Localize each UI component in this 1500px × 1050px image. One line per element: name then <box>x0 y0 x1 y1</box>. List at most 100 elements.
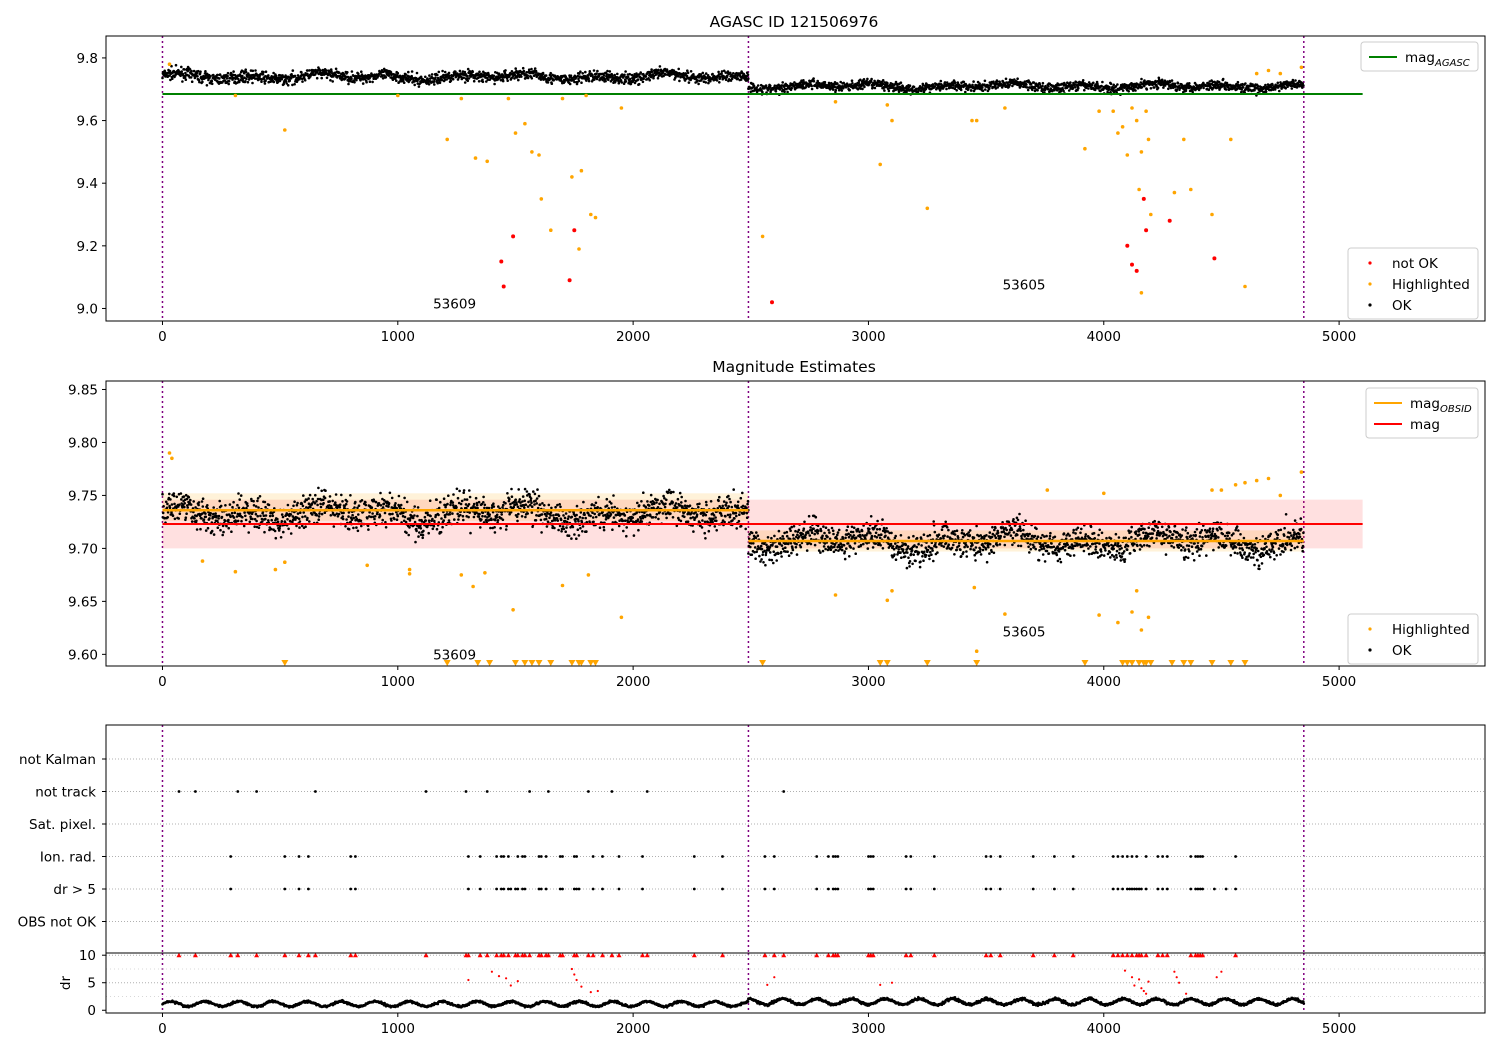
top-legend-lower-box <box>1347 247 1479 320</box>
ok-point <box>863 85 866 89</box>
ok-point <box>819 551 822 554</box>
ok-point <box>219 504 223 508</box>
ok-point <box>217 517 220 520</box>
ok-point <box>449 503 452 507</box>
ok-point <box>782 537 785 541</box>
ok-point <box>544 74 548 77</box>
ok-point <box>259 514 262 518</box>
ok-point <box>448 74 451 78</box>
ok-point <box>424 519 428 522</box>
ok-point <box>338 505 342 509</box>
ok-point <box>661 512 665 515</box>
ok-point <box>534 499 537 503</box>
ok-point <box>333 513 337 517</box>
ok-point <box>466 79 470 83</box>
ok-point <box>279 536 283 539</box>
ok-point <box>271 514 275 518</box>
ok-point <box>605 504 609 508</box>
ok-point <box>525 71 528 74</box>
ok-point <box>729 500 732 504</box>
ok-point <box>684 72 688 75</box>
ok-point <box>1087 81 1091 84</box>
ok-point <box>608 70 612 73</box>
ok-point <box>1032 81 1036 84</box>
ok-point <box>624 80 628 83</box>
ok-point <box>707 81 710 85</box>
highlighted-point <box>1139 150 1144 154</box>
highlighted-point <box>1134 118 1139 123</box>
ok-point <box>311 497 315 501</box>
ok-point <box>840 545 844 549</box>
ok-point <box>732 72 735 75</box>
ok-point <box>704 537 707 540</box>
ok-point <box>1077 86 1080 90</box>
ok-point <box>356 506 359 510</box>
ok-point <box>679 519 683 523</box>
ok-point <box>303 79 307 82</box>
ok-point <box>809 542 813 546</box>
ok-point <box>546 520 550 523</box>
ok-point <box>728 515 732 519</box>
ok-point <box>492 502 495 506</box>
ok-point <box>556 503 559 507</box>
ok-point <box>810 87 814 91</box>
ok-point <box>760 558 763 561</box>
ok-point <box>431 527 435 531</box>
ok-point <box>328 500 332 503</box>
ok-point <box>1108 85 1111 89</box>
ok-point <box>413 83 417 87</box>
ok-point <box>611 528 614 531</box>
ok-point <box>204 76 208 80</box>
highlighted-point <box>1210 212 1214 217</box>
ok-point <box>656 506 660 509</box>
ok-point <box>823 531 826 535</box>
ok-point <box>352 516 356 520</box>
ok-point <box>517 512 520 516</box>
ok-point <box>566 517 570 521</box>
ok-point <box>564 530 567 533</box>
ok-point <box>481 80 485 84</box>
ok-point <box>493 82 496 86</box>
top-axes-frame <box>105 35 1486 322</box>
ok-point <box>846 542 850 545</box>
ok-point <box>296 74 300 77</box>
ok-point <box>301 515 304 519</box>
ok-point <box>483 503 487 507</box>
ok-point <box>672 69 676 72</box>
highlighted-point <box>549 228 553 232</box>
ok-point <box>370 506 374 509</box>
ok-point <box>1221 77 1225 81</box>
ok-point <box>810 84 813 88</box>
ok-point <box>753 546 757 549</box>
ok-point <box>229 515 232 519</box>
ok-point <box>430 73 434 76</box>
ok-point <box>726 70 730 73</box>
ok-point <box>674 502 678 505</box>
ok-point <box>455 487 459 491</box>
ok-point <box>291 83 294 87</box>
ok-point <box>357 513 360 516</box>
ok-point <box>612 494 615 497</box>
ok-point <box>293 500 296 504</box>
ok-point <box>676 497 680 501</box>
ok-point <box>707 529 711 533</box>
ok-point <box>391 512 394 516</box>
ok-point <box>762 561 765 564</box>
highlighted-point <box>1130 106 1134 110</box>
ok-point <box>585 530 588 533</box>
ok-point <box>272 71 275 75</box>
ok-point <box>1236 80 1240 84</box>
ok-point <box>493 531 497 534</box>
ok-point <box>241 515 244 519</box>
ok-point <box>709 79 712 83</box>
ok-point <box>735 514 738 518</box>
highlighted-point <box>560 96 565 101</box>
highlighted-point <box>1146 137 1151 142</box>
ok-point <box>598 526 602 529</box>
ok-point <box>403 515 407 519</box>
ok-point <box>196 75 199 78</box>
ok-point <box>967 87 970 91</box>
ok-point <box>230 511 234 515</box>
ok-point <box>180 70 183 73</box>
ok-point <box>759 544 763 548</box>
